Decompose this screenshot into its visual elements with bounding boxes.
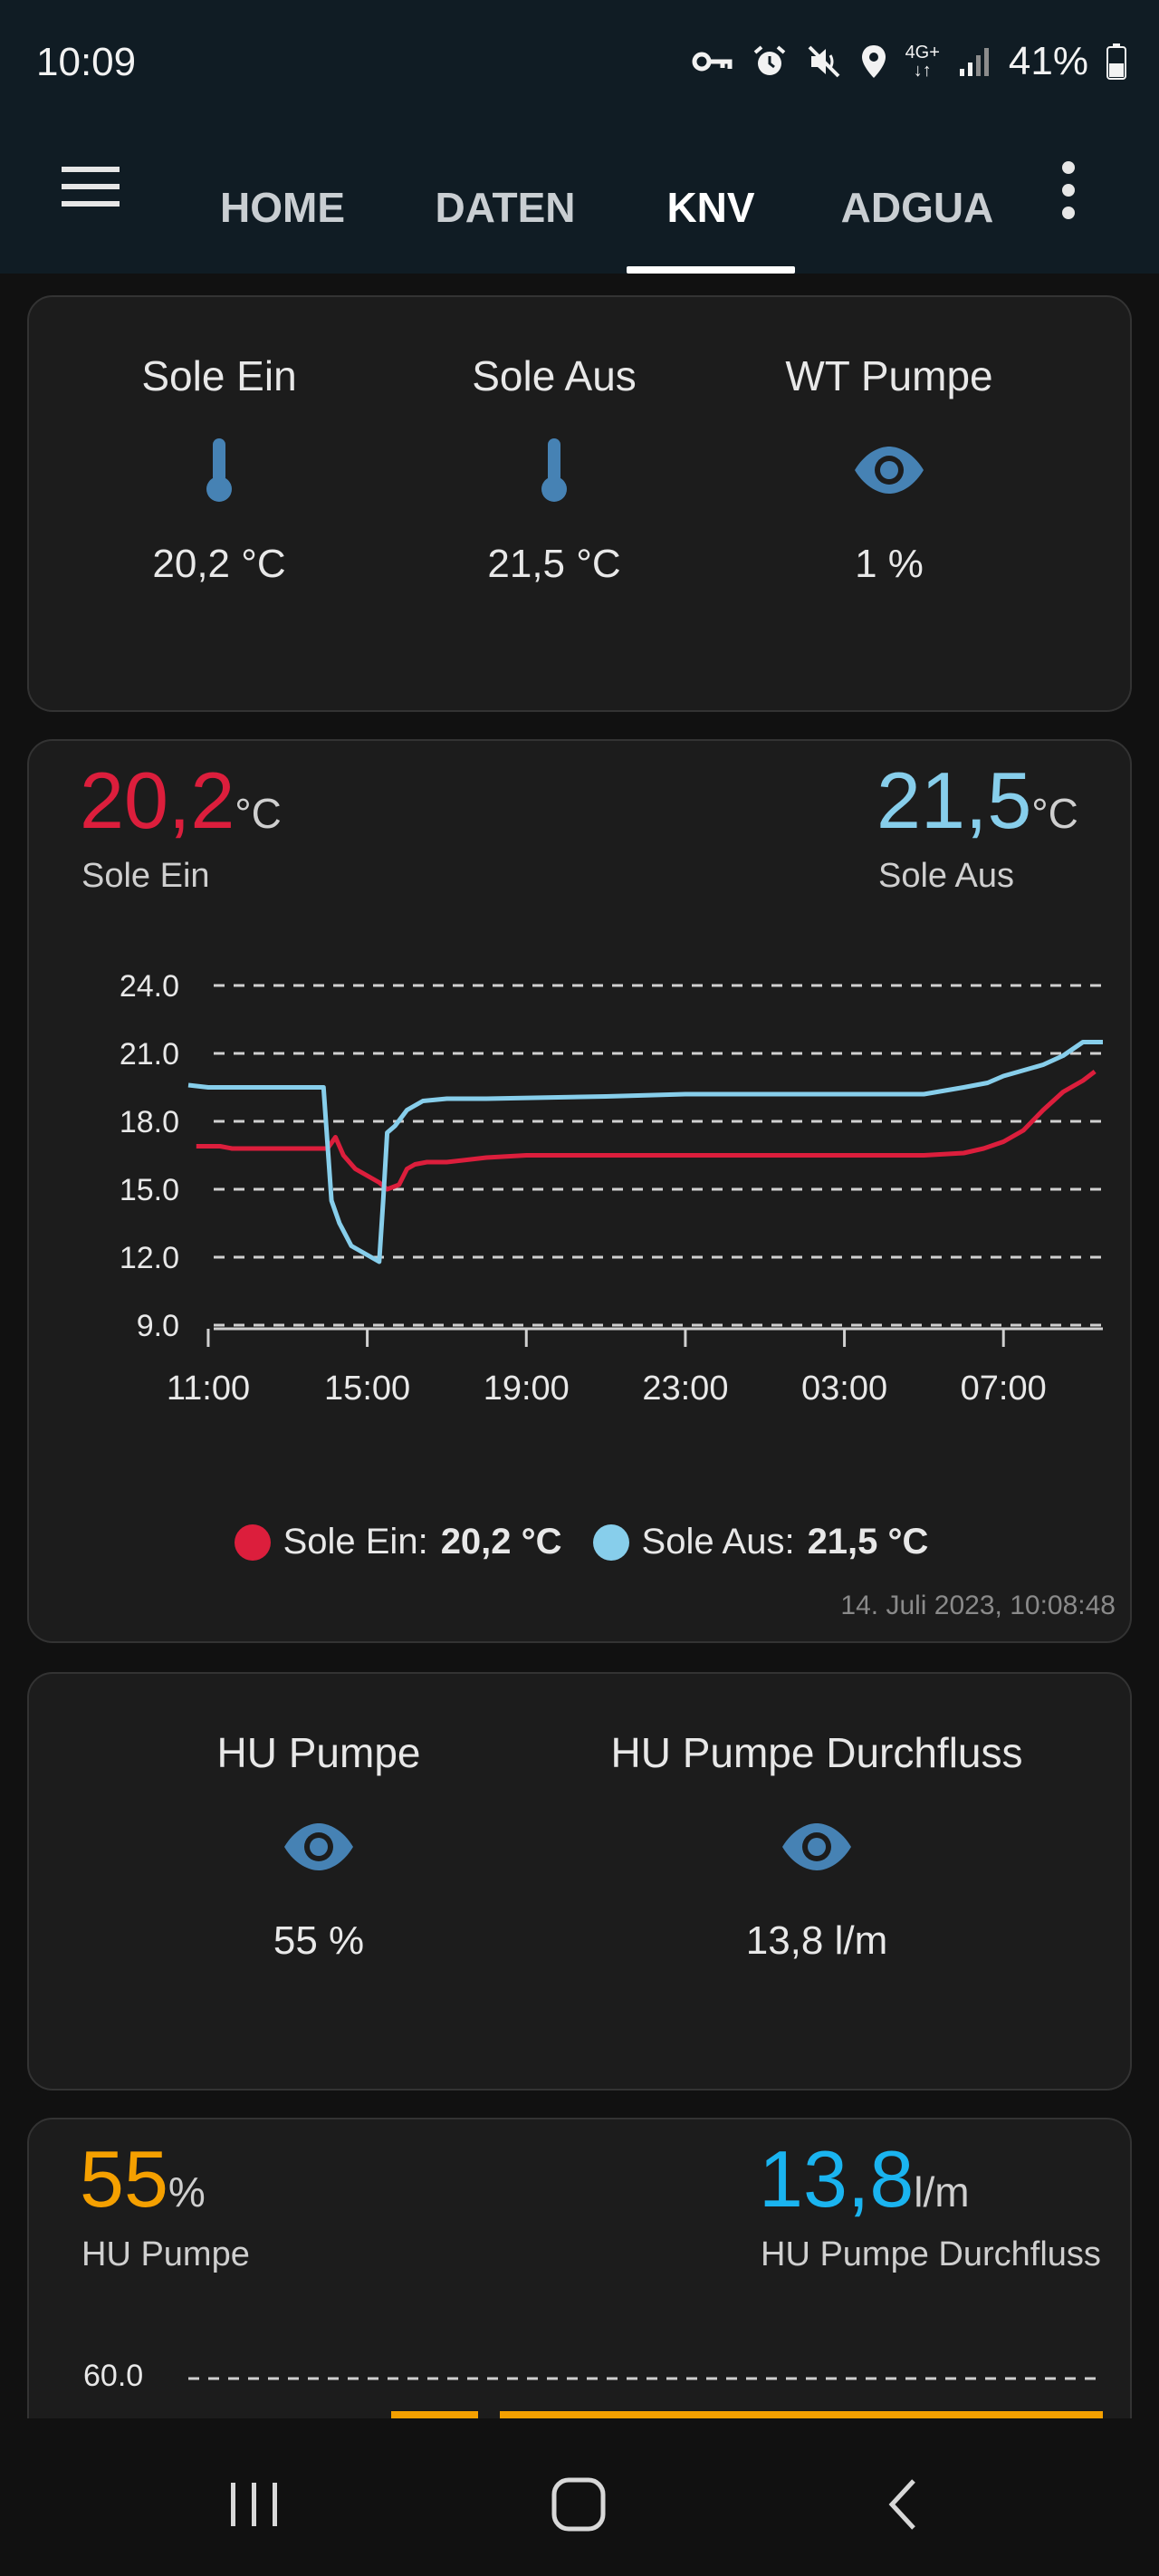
overflow-dot (1062, 184, 1075, 197)
entity-wt-pumpe[interactable]: WT Pumpe 1 % (744, 351, 1034, 587)
overflow-menu-button[interactable] (1050, 154, 1087, 226)
home-icon (551, 2477, 606, 2532)
series-line-sole-aus (187, 1040, 1103, 1264)
hu-series-segment (391, 2411, 478, 2418)
eye-icon (183, 1812, 455, 1882)
line-chart: 24.0 21.0 18.0 15.0 12.0 9.0 11:00 15:00 19:00 23… (120, 969, 1103, 1408)
status-bar: 10:09 4G+ ↓↑ 41% (0, 0, 1159, 127)
entity-hu-pumpe[interactable]: HU Pumpe 55 % (183, 1728, 455, 1964)
primary-label: Sole Ein (81, 857, 210, 895)
tab-daten[interactable]: DATEN (435, 184, 576, 231)
y-tick-label: 21.0 (120, 1037, 179, 1072)
y-tick-label: 12.0 (120, 1241, 179, 1275)
vpn-key-icon (692, 48, 733, 75)
tab-home[interactable]: HOME (220, 184, 345, 231)
x-tick-label: 23:00 (642, 1370, 728, 1408)
entity-name: WT Pumpe (785, 352, 993, 399)
4g-icon: 4G+ ↓↑ (905, 43, 940, 81)
y-tick-label: 60.0 (83, 2359, 144, 2393)
status-icons: 4G+ ↓↑ 41% (692, 36, 1126, 87)
secondary-label: Sole Aus (878, 857, 1014, 895)
chart-timestamp: 14. Juli 2023, 10:08:48 (840, 1591, 1116, 1620)
home-button[interactable] (538, 2464, 619, 2545)
secondary-value: 13,8l/m (759, 2134, 970, 2224)
recent-apps-icon (231, 2483, 277, 2526)
hu-series-segment (500, 2411, 1103, 2418)
overflow-dot (1062, 161, 1075, 174)
x-tick-label: 07:00 (961, 1370, 1047, 1408)
y-tick-label: 18.0 (120, 1105, 179, 1139)
legend-item-sole-ein[interactable]: Sole Ein: 20,2 °C (234, 1522, 562, 1562)
thermometer-icon (83, 435, 355, 505)
entity-sole-aus[interactable]: Sole Aus 21,5 °C (418, 351, 690, 587)
entity-value: 20,2 °C (152, 542, 286, 586)
back-icon (888, 2479, 915, 2530)
menu-button[interactable] (60, 156, 121, 217)
entity-name: HU Pumpe (216, 1729, 421, 1776)
entity-value: 55 % (273, 1918, 365, 1963)
tab-adgua[interactable]: ADGUA (840, 184, 994, 231)
primary-value: 55% (80, 2134, 206, 2224)
entity-value: 13,8 l/m (745, 1918, 888, 1963)
location-icon (860, 43, 887, 80)
battery-icon (1106, 43, 1126, 80)
primary-value: 20,2°C (80, 755, 282, 845)
entities-card-hu: HU Pumpe 55 % HU Pumpe Durchfluss 13,8 l… (27, 1672, 1132, 2091)
tab-knv[interactable]: KNV (666, 184, 755, 231)
x-tick-label: 19:00 (484, 1370, 570, 1408)
back-button[interactable] (862, 2464, 943, 2545)
legend-dot (592, 1523, 629, 1561)
overflow-dot (1062, 207, 1075, 219)
entity-name: Sole Ein (141, 352, 297, 399)
alarm-icon (752, 43, 788, 80)
y-tick-label: 24.0 (120, 969, 179, 1004)
legend-item-sole-aus[interactable]: Sole Aus: 21,5 °C (592, 1522, 928, 1562)
mute-icon (806, 43, 842, 80)
chart-legend: Sole Ein: 20,2 °C Sole Aus: 21,5 °C (29, 1522, 1134, 1562)
entity-name: Sole Aus (472, 352, 637, 399)
signal-icon (958, 45, 991, 78)
entity-hu-pumpe-durchfluss[interactable]: HU Pumpe Durchfluss 13,8 l/m (545, 1728, 1088, 1964)
entity-value: 1 % (855, 542, 924, 586)
eye-icon (744, 435, 1034, 505)
y-tick-label: 9.0 (137, 1309, 179, 1343)
x-tick-label: 03:00 (801, 1370, 887, 1408)
entities-card-sole: Sole Ein 20,2 °C Sole Aus 21,5 °C WT Pum… (27, 295, 1132, 712)
system-navigation-bar (0, 2418, 1159, 2576)
status-time: 10:09 (36, 40, 137, 84)
recent-apps-button[interactable] (214, 2464, 295, 2545)
legend-dot (234, 1523, 271, 1561)
active-tab-indicator (627, 266, 795, 274)
series-line-sole-ein (196, 1070, 1097, 1192)
secondary-value: 21,5°C (876, 755, 1078, 845)
battery-level: 41% (1008, 39, 1088, 83)
thermometer-icon (418, 435, 690, 505)
eye-icon (545, 1812, 1088, 1882)
entity-sole-ein[interactable]: Sole Ein 20,2 °C (83, 351, 355, 587)
menu-icon (62, 167, 120, 207)
entity-value: 21,5 °C (487, 542, 621, 586)
history-graph-card-sole: 20,2°C Sole Ein 21,5°C Sole Aus 24.0 21.0… (27, 739, 1132, 1643)
x-tick-label: 15:00 (324, 1370, 410, 1408)
x-tick-label: 11:00 (167, 1370, 250, 1408)
app-bar: HOME DATEN KNV ADGUA (0, 127, 1159, 274)
hu-chart-gridline (188, 2377, 1103, 2418)
primary-label: HU Pumpe (81, 2235, 250, 2273)
secondary-label: HU Pumpe Durchfluss (761, 2235, 1101, 2273)
y-tick-label: 15.0 (120, 1173, 179, 1207)
entity-name: HU Pumpe Durchfluss (610, 1729, 1023, 1776)
